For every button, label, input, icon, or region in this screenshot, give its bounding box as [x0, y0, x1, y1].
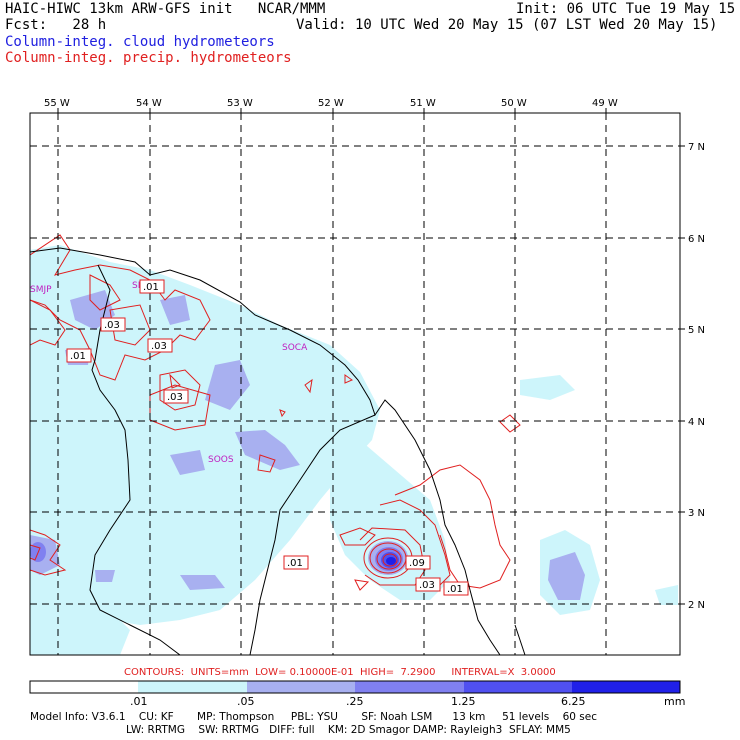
- lon-label: 51 W: [410, 98, 436, 109]
- latlon-grid: [30, 113, 680, 655]
- svg-text:.01: .01: [287, 558, 303, 569]
- contour-label-box: .03: [100, 317, 126, 332]
- lon-label: 53 W: [227, 98, 253, 109]
- svg-text:.03: .03: [167, 392, 183, 403]
- coastline: [30, 247, 526, 655]
- svg-text:.03: .03: [419, 580, 435, 591]
- lat-label: 5 N: [688, 325, 705, 336]
- contour-label-box: .01: [443, 581, 469, 596]
- lon-label: 50 W: [501, 98, 527, 109]
- lat-label: 3 N: [688, 508, 705, 519]
- field-precip-title: Column-integ. precip. hydrometeors: [5, 50, 292, 66]
- model-info-line1: Model Info: V3.6.1 CU: KF MP: Thompson P…: [30, 711, 597, 723]
- model-info-line2: LW: RRTMG SW: RRTMG DIFF: full KM: 2D Sm…: [126, 724, 571, 736]
- contour-label-box: .01: [283, 555, 309, 570]
- contour-label-box: .03: [163, 389, 189, 404]
- contour-label-box: .01: [66, 348, 92, 363]
- contour-labels: .03 .01 .03 .03 .01 .09 .03 .01 .01: [66, 279, 469, 596]
- legend-units: mm: [664, 695, 686, 708]
- axis-ticks: [57, 108, 685, 605]
- contour-label-box: .01: [139, 279, 165, 294]
- lat-label: 2 N: [688, 600, 705, 611]
- legend-tick: .05: [237, 695, 255, 708]
- forecast-hour: Fcst: 28 h: [5, 17, 107, 33]
- lon-label: 54 W: [136, 98, 162, 109]
- lon-label: 52 W: [318, 98, 344, 109]
- svg-text:.01: .01: [447, 584, 463, 595]
- contour-label-box: .03: [147, 338, 173, 353]
- lat-label: 6 N: [688, 234, 705, 245]
- svg-text:.03: .03: [104, 320, 120, 331]
- title-model: HAIC-HIWC 13km ARW-GFS init NCAR/MMM: [5, 1, 326, 17]
- station-label: SOCA: [282, 343, 308, 353]
- station-label: SMJP: [30, 285, 52, 295]
- lon-label: 55 W: [44, 98, 70, 109]
- svg-text:.01: .01: [143, 282, 159, 293]
- lat-labels: 7 N 6 N 5 N 4 N 3 N 2 N: [688, 142, 705, 611]
- legend-tick: 1.25: [451, 695, 476, 708]
- valid-time: Valid: 10 UTC Wed 20 May 15 (07 LST Wed …: [296, 17, 718, 33]
- map-frame: [29, 112, 681, 656]
- contour-info: CONTOURS: UNITS=mm LOW= 0.10000E-01 HIGH…: [124, 667, 556, 678]
- svg-text:.03: .03: [151, 341, 167, 352]
- lon-labels: 55 W 54 W 53 W 52 W 51 W 50 W 49 W: [44, 98, 618, 109]
- init-time: Init: 06 UTC Tue 19 May 15: [516, 1, 736, 17]
- color-bar: [29, 680, 681, 694]
- svg-text:.01: .01: [70, 351, 86, 362]
- legend-tick: .25: [346, 695, 364, 708]
- lat-label: 4 N: [688, 417, 705, 428]
- legend-tick: .01: [130, 695, 148, 708]
- station-label: SOOS: [208, 455, 234, 465]
- contour-label-box: .03: [415, 577, 441, 592]
- legend-tick: 6.25: [561, 695, 586, 708]
- lat-label: 7 N: [688, 142, 705, 153]
- contour-label-box: .09: [405, 555, 431, 570]
- lon-label: 49 W: [592, 98, 618, 109]
- field-cloud-title: Column-integ. cloud hydrometeors: [5, 34, 275, 50]
- svg-text:.09: .09: [409, 558, 425, 569]
